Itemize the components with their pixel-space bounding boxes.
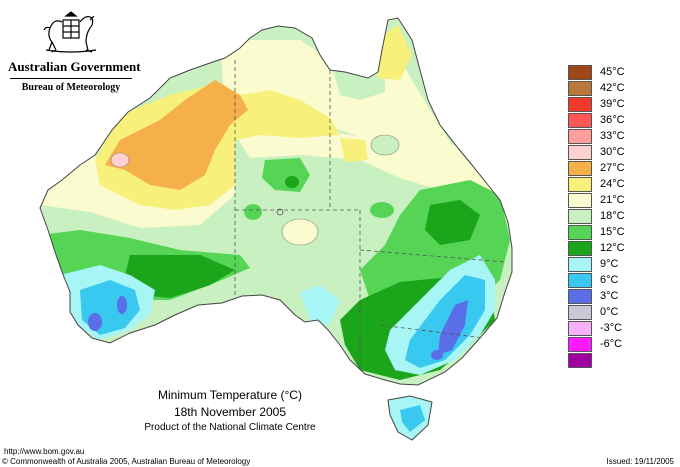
region-3c-south-west-2	[117, 296, 127, 314]
coat-of-arms-icon	[43, 11, 97, 53]
footer-copyright: © Commonwealth of Australia 2005, Austra…	[2, 457, 251, 466]
region-9c-sa	[300, 285, 340, 325]
tasmania-6c	[400, 405, 425, 432]
region-30c	[110, 152, 130, 168]
region-15c-qld-inland	[370, 202, 394, 218]
legend-swatch-27	[568, 161, 592, 176]
legend-swatch-33	[568, 129, 592, 144]
legend-swatch-30	[568, 145, 592, 160]
region-12c-east	[425, 200, 480, 245]
legend-swatch-12	[568, 241, 592, 256]
map-product-credit: Product of the National Climate Centre	[144, 422, 316, 433]
region-18c-qld	[370, 134, 400, 156]
legend-label-15: 15°C	[600, 226, 625, 238]
legend-label-6: 6°C	[600, 274, 619, 286]
map-title: Minimum Temperature (°C)	[158, 388, 302, 402]
region-24c-gulf	[340, 138, 368, 162]
australia-coastline	[39, 17, 513, 386]
legend-label-27: 27°C	[600, 162, 625, 174]
legend-label-18: 18°C	[600, 210, 625, 222]
region-15c-wa-border	[244, 204, 262, 220]
legend-swatch-36	[568, 113, 592, 128]
legend-swatch-39	[568, 97, 592, 112]
legend-swatch-minus-3	[568, 321, 592, 336]
legend-label-9: 9°C	[600, 258, 619, 270]
footer-issued: Issued: 19/11/2005	[606, 457, 674, 466]
region-12c-nullarbor	[125, 255, 235, 298]
legend-swatch-24	[568, 177, 592, 192]
region-3c-alps	[431, 350, 443, 360]
region-6c-south-east	[405, 275, 485, 368]
legend-label-minus-3: -3°C	[600, 322, 623, 334]
legend-swatch-9	[568, 257, 592, 272]
footer-url[interactable]: http://www.bom.gov.au	[4, 447, 85, 456]
legend-label-36: 36°C	[600, 114, 625, 126]
legend-swatch-42	[568, 81, 592, 96]
legend-swatch-below	[568, 353, 592, 368]
legend-swatch-0	[568, 305, 592, 320]
map-date: 18th November 2005	[173, 405, 287, 419]
bureau-name: Bureau of Meteorology	[21, 82, 121, 93]
legend-label-21: 21°C	[600, 194, 625, 206]
region-3c-south-west	[88, 313, 102, 331]
region-12c-central	[285, 176, 299, 188]
legend-label-12: 12°C	[600, 242, 625, 254]
government-logo: Australian Government Bureau of Meteorol…	[8, 10, 141, 93]
region-27c	[105, 80, 248, 190]
logo-divider	[10, 78, 132, 79]
legend-label-30: 30°C	[600, 146, 625, 158]
lake-marker	[276, 208, 284, 216]
legend-swatch-18	[568, 209, 592, 224]
government-name: Australian Government	[8, 59, 141, 74]
legend-swatch-15	[568, 225, 592, 240]
legend-label-39: 39°C	[600, 98, 625, 110]
legend-label-24: 24°C	[600, 178, 625, 190]
legend-swatch-3	[568, 289, 592, 304]
legend-label-42: 42°C	[600, 82, 625, 94]
legend-label-45: 45°C	[600, 66, 625, 78]
region-21c-sa	[281, 218, 319, 246]
legend-label-33: 33°C	[600, 130, 625, 142]
legend-label-3: 3°C	[600, 290, 619, 302]
legend-label-0: 0°C	[600, 306, 619, 318]
legend-swatch-6	[568, 273, 592, 288]
region-3c-south-east	[438, 300, 468, 355]
legend-swatch-21	[568, 193, 592, 208]
state-border-qld-nsw	[359, 249, 506, 263]
legend-swatch-45	[568, 65, 592, 80]
legend-label-minus-6: -6°C	[600, 338, 623, 350]
legend-swatch-minus-6	[568, 337, 592, 352]
